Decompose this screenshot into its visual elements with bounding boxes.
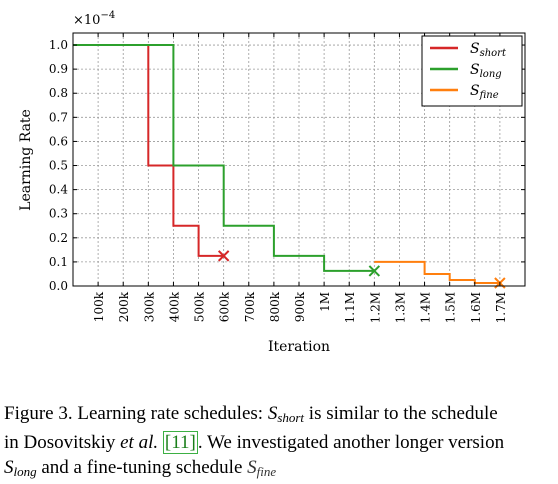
x-tick-label: 1.5M	[444, 292, 458, 323]
y-tick-label: 0.7	[49, 110, 68, 124]
legend-label-fine: Sfine	[470, 83, 499, 101]
legend: Sshort Slong Sfine	[421, 35, 523, 107]
x-tick-label: 700k	[243, 291, 257, 322]
y-tick-label: 0.3	[49, 207, 68, 221]
caption-line-3: Slong and a fine-tuning schedule Sfine	[4, 455, 556, 484]
x-tick-label: 1.2M	[368, 292, 382, 323]
y-multiplier: ×10−4	[73, 10, 115, 28]
x-tick-label: 1M	[318, 292, 332, 312]
series-line-long	[73, 44, 375, 272]
caption-text: is similar to the schedule	[304, 403, 498, 424]
x-tick-label: 1.1M	[343, 292, 357, 323]
legend-label-long: Slong	[470, 62, 502, 80]
figure-caption: Figure 3. Learning rate schedules: Sshor…	[4, 401, 556, 484]
caption-text: . We investigated another longer version	[197, 432, 505, 453]
caption-subscript: fine	[256, 464, 277, 479]
caption-text: Figure 3. Learning rate schedules:	[4, 403, 268, 424]
legend-entries: Sshort Slong Sfine	[430, 41, 507, 101]
caption-subscript: long	[13, 464, 37, 479]
x-tick-label: 400k	[167, 291, 181, 322]
y-tick-label: 0.8	[49, 86, 68, 100]
caption-text: and a fine-tuning schedule	[36, 457, 248, 478]
series-line-short	[73, 44, 224, 257]
caption-symbol: S	[4, 457, 14, 478]
y-tick-label: 0.9	[49, 62, 68, 76]
caption-text: in Dosovitskiy	[4, 432, 121, 453]
x-tick-label: 1.4M	[419, 292, 433, 323]
y-tick-label: 0.6	[49, 134, 68, 148]
x-tick-label: 1.7M	[494, 292, 508, 323]
caption-line-1: Figure 3. Learning rate schedules: Sshor…	[4, 401, 556, 430]
series-line-fine	[374, 260, 500, 284]
end-marker-long	[368, 265, 381, 277]
x-tick-label: 1.3M	[393, 292, 407, 323]
x-axis-label: Iteration	[268, 339, 330, 355]
x-tick-label: 200k	[117, 291, 131, 322]
caption-symbol: S	[267, 403, 278, 424]
citation-link[interactable]: [11]	[162, 431, 198, 454]
y-tick-label: 0.5	[49, 159, 68, 173]
legend-label-short: Sshort	[470, 41, 507, 59]
y-tick-label: 0.4	[49, 183, 68, 197]
x-tick-label: 800k	[268, 291, 282, 322]
caption-symbol: S	[247, 457, 257, 478]
y-axis-label: Learning Rate	[18, 109, 34, 211]
y-tick-label: 0.2	[49, 231, 68, 245]
axis-ticks: 100k 200k 300k 400k 500k 600k 700k 800k 900k 1M 1.…	[49, 33, 525, 323]
x-tick-label: 500k	[193, 291, 207, 322]
caption-subscript: short	[277, 410, 305, 425]
caption-line-2: in Dosovitskiy et al. [11]. We investiga…	[4, 430, 556, 455]
x-tick-label: 1.6M	[469, 292, 483, 323]
grid-lines	[73, 33, 525, 287]
caption-text: et al.	[120, 432, 159, 453]
x-tick-label: 900k	[293, 291, 307, 322]
learning-rate-chart: 100k 200k 300k 400k 500k 600k 700k 800k 900k 1M 1.…	[18, 10, 526, 355]
y-tick-label: 1.0	[49, 38, 68, 52]
end-marker-short	[217, 250, 230, 262]
y-tick-label: 0.0	[49, 279, 68, 293]
x-tick-label: 600k	[218, 291, 232, 322]
x-tick-label: 100k	[92, 291, 106, 322]
x-tick-label: 300k	[142, 291, 156, 322]
y-tick-label: 0.1	[49, 255, 68, 269]
end-markers	[217, 250, 506, 289]
